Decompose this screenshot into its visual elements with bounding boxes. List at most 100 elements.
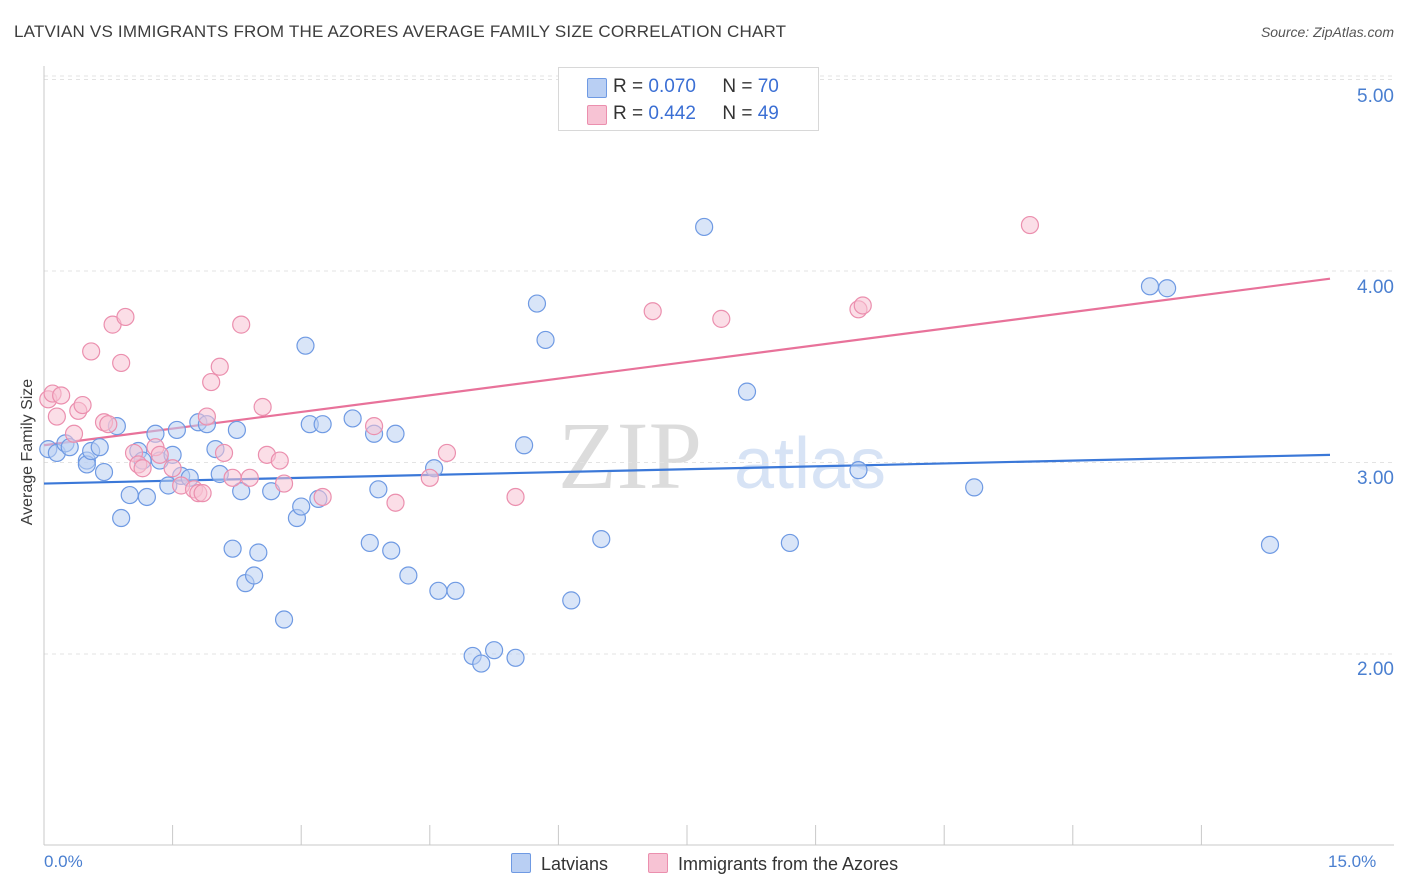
latvians-point: [592, 529, 611, 549]
latvians-point: [94, 462, 114, 482]
azores-point: [386, 493, 405, 512]
latvians-point: [227, 420, 246, 440]
latvians-point: [90, 438, 109, 457]
latvians-point: [536, 330, 555, 350]
r-value: 0.070: [648, 76, 696, 97]
source-label: Source: ZipAtlas.com: [1260, 24, 1394, 40]
legend-label: Immigrants from the Azores: [678, 854, 899, 874]
latvians-point: [965, 478, 984, 497]
n-label: N =: [722, 103, 753, 124]
latvians-point: [515, 436, 534, 455]
r-label: R =: [613, 76, 644, 97]
latvians-point: [1140, 277, 1160, 296]
latvians-point: [296, 336, 315, 355]
azores-point: [116, 307, 135, 327]
azores-point: [197, 407, 216, 426]
latvians-point: [244, 566, 264, 585]
latvians-point: [249, 543, 268, 562]
azores-point: [253, 397, 272, 417]
n-label: N =: [722, 76, 753, 97]
azores-swatch: [587, 105, 607, 125]
latvians-point: [292, 497, 311, 516]
azores-point: [853, 296, 872, 315]
latvians-point: [382, 541, 401, 560]
watermark-zip: ZIP: [558, 402, 702, 509]
azores-point: [1020, 215, 1040, 235]
latvians-point: [695, 217, 714, 237]
x-tick-label-min: 0.0%: [44, 852, 83, 871]
azores-point: [82, 342, 101, 361]
azores-trend-line: [43, 277, 1331, 447]
latvians-point: [112, 508, 131, 528]
r-label: R =: [613, 103, 644, 124]
latvians-point: [360, 533, 379, 553]
x-tick-label-max: 15.0%: [1328, 852, 1377, 871]
n-value: 70: [757, 76, 779, 97]
latvians-point: [737, 382, 757, 401]
latvians-point: [1260, 535, 1280, 554]
stats-row-azores: R = 0.442 N = 49: [587, 103, 779, 125]
latvians-point: [369, 480, 388, 499]
latvians-point: [386, 424, 405, 443]
latvians-point: [780, 533, 799, 553]
latvians-point: [446, 581, 465, 600]
latvians-point: [849, 461, 868, 480]
azores-point: [313, 487, 332, 507]
azores-point: [99, 415, 118, 434]
azores-point: [73, 395, 92, 415]
stats-row-latvians: R = 0.070 N = 70: [587, 76, 779, 98]
latvians-point: [343, 409, 362, 428]
azores-point: [193, 484, 212, 503]
legend-item-azores: Immigrants from the Azores: [648, 853, 898, 875]
azores-point: [420, 468, 439, 487]
azores-point: [133, 459, 152, 478]
azores-point: [240, 468, 259, 487]
azores-point: [163, 459, 182, 478]
azores-legend-swatch: [648, 853, 668, 873]
azores-point: [232, 315, 251, 334]
azores-point: [214, 443, 234, 463]
azores-point: [202, 372, 221, 392]
latvians-point: [527, 294, 547, 313]
latvians-point: [232, 482, 251, 501]
azores-point: [52, 386, 71, 405]
r-value: 0.442: [648, 103, 696, 124]
azores-point: [270, 451, 289, 470]
azores-point: [210, 357, 229, 376]
latvians-point: [137, 487, 156, 507]
stats-legend: R = 0.070 N = 70 R = 0.442 N = 49: [558, 67, 819, 131]
gridlines: [44, 75, 1394, 655]
latvians-point: [223, 539, 242, 558]
azores-point: [223, 468, 242, 487]
data-points: [39, 215, 1280, 673]
latvians-point: [274, 610, 294, 629]
latvians-point: [120, 485, 139, 505]
y-tick-label-3: 3.00: [1357, 468, 1394, 489]
azores-point: [712, 309, 731, 328]
latvians-point: [562, 591, 581, 610]
azores-point: [364, 417, 384, 436]
y-axis-label: Average Family Size: [19, 378, 36, 526]
azores-point: [274, 474, 294, 493]
n-value: 49: [757, 103, 779, 124]
y-tick-label-5: 5.00: [1357, 86, 1394, 107]
azores-point: [437, 443, 457, 463]
latvians-point: [167, 420, 186, 440]
azores-point: [47, 407, 66, 426]
latvians-point: [313, 415, 332, 434]
axes: [43, 66, 1394, 846]
azores-point: [150, 445, 169, 464]
legend-item-latvians: Latvians: [511, 853, 608, 875]
latvians-legend-swatch: [511, 853, 531, 873]
azores-point: [64, 424, 84, 443]
y-tick-label-4: 4.00: [1357, 277, 1394, 298]
latvians-point: [429, 581, 448, 600]
latvians-point: [485, 641, 504, 660]
latvians-point: [399, 566, 418, 585]
latvians-point: [472, 654, 491, 673]
y-tick-label-2: 2.00: [1357, 659, 1394, 680]
azores-point: [506, 487, 525, 507]
chart-title: LATVIAN VS IMMIGRANTS FROM THE AZORES AV…: [14, 22, 787, 41]
azores-point: [643, 302, 662, 321]
